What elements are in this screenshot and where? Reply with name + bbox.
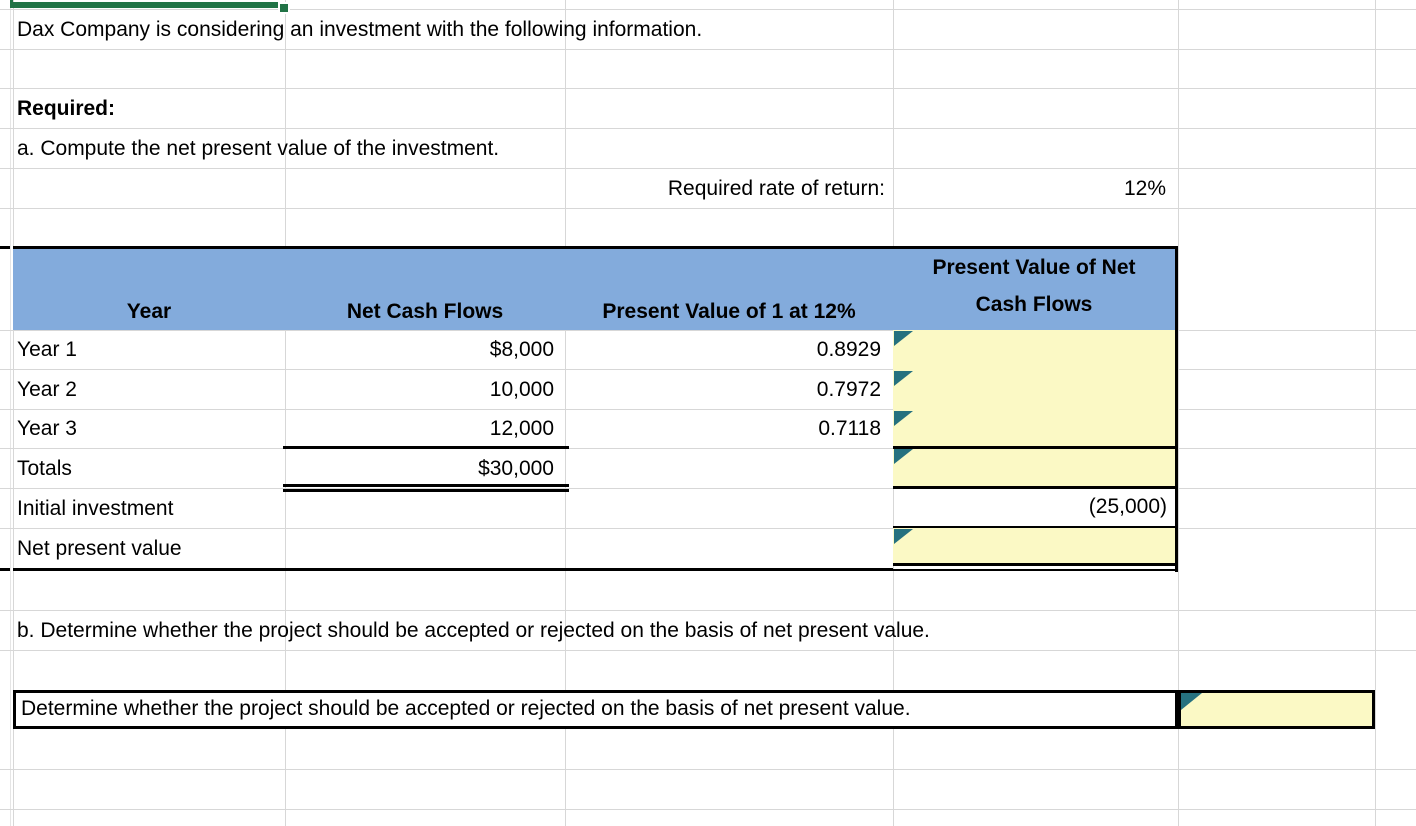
initial-investment-value: (25,000) bbox=[1088, 495, 1167, 518]
col-header-pv-of-1: Present Value of 1 at 12% bbox=[602, 300, 856, 323]
net-cash-flow-value: 12,000 bbox=[489, 417, 554, 440]
part-a-text: a. Compute the net present value of the … bbox=[17, 137, 500, 160]
gridline-v bbox=[10, 0, 11, 826]
net-cash-flow-total: $30,000 bbox=[478, 457, 554, 480]
gridline-h bbox=[0, 650, 1416, 651]
answer-prompt-text: Determine whether the project should be … bbox=[21, 697, 911, 720]
table-border-bottom-stub bbox=[0, 568, 10, 571]
npv-double-rule-2 bbox=[893, 568, 1178, 571]
gridline-h bbox=[0, 809, 1416, 810]
pv-net-cash-flows-input-total[interactable] bbox=[893, 448, 1175, 486]
row-label: Initial investment bbox=[17, 497, 174, 520]
row-label: Year 3 bbox=[17, 417, 77, 440]
gridline-h bbox=[0, 168, 1416, 169]
col-header-net-cash-flows: Net Cash Flows bbox=[346, 300, 504, 323]
table-border-bottom bbox=[13, 568, 893, 571]
gridline-h bbox=[0, 88, 1416, 89]
gridline-h bbox=[0, 9, 1416, 10]
net-cash-flow-value: 10,000 bbox=[489, 378, 554, 401]
table-border-top bbox=[13, 246, 1178, 249]
totals-double-rule-2 bbox=[283, 489, 569, 492]
col-header-pv-net-line1: Present Value of Net bbox=[932, 256, 1136, 279]
gridline-v bbox=[1375, 0, 1376, 826]
pv-factor-value: 0.8929 bbox=[816, 338, 881, 361]
selection-border bbox=[10, 0, 13, 8]
gridline-v bbox=[285, 0, 286, 826]
npv-cell-top-rule bbox=[893, 525, 1175, 528]
selection-border bbox=[10, 2, 282, 8]
gridline-h bbox=[0, 369, 1416, 370]
accept-reject-answer-input[interactable] bbox=[1178, 690, 1375, 729]
rate-of-return-value: 12% bbox=[1123, 177, 1166, 200]
gridline-h bbox=[0, 208, 1416, 209]
table-border-top-stub bbox=[0, 246, 10, 249]
totals-double-rule-1 bbox=[283, 484, 569, 487]
intro-text: Dax Company is considering an investment… bbox=[17, 18, 703, 41]
row-label: Totals bbox=[17, 457, 72, 480]
gridline-h bbox=[0, 528, 1416, 529]
col-header-year: Year bbox=[126, 300, 172, 323]
gridline-v bbox=[1178, 0, 1179, 826]
pv-factor-value: 0.7118 bbox=[818, 417, 881, 440]
selection-fill-handle[interactable] bbox=[278, 2, 290, 14]
part-b-text: b. Determine whether the project should … bbox=[17, 619, 930, 642]
rate-of-return-label: Required rate of return: bbox=[667, 177, 885, 200]
table-header-background bbox=[13, 249, 1175, 330]
net-cash-flow-value: $8,000 bbox=[489, 338, 554, 361]
gridline-h bbox=[0, 128, 1416, 129]
gridline-h bbox=[0, 409, 1416, 410]
gridline-h bbox=[0, 49, 1416, 50]
required-label: Required: bbox=[17, 97, 116, 120]
gridline-v bbox=[565, 0, 566, 826]
totals-cell-top-rule bbox=[893, 446, 1175, 449]
gridline-v bbox=[13, 0, 14, 826]
gridline-h bbox=[0, 610, 1416, 611]
row-label: Year 1 bbox=[17, 338, 77, 361]
gridline-h bbox=[0, 488, 1416, 489]
row-label: Net present value bbox=[17, 537, 182, 560]
net-present-value-input[interactable] bbox=[893, 528, 1175, 563]
answer-prompt-box: Determine whether the project should be … bbox=[13, 690, 1178, 729]
gridline-h bbox=[0, 769, 1416, 770]
subtotal-rule bbox=[283, 446, 569, 449]
pv-net-cash-flows-input-years[interactable] bbox=[893, 330, 1175, 446]
table-border-right bbox=[1175, 246, 1178, 572]
row-label: Year 2 bbox=[17, 378, 77, 401]
gridline-h bbox=[0, 330, 1416, 331]
cell-flag-icon bbox=[1181, 693, 1202, 710]
gridline-h bbox=[0, 448, 1416, 449]
pv-factor-value: 0.7972 bbox=[816, 378, 881, 401]
col-header-pv-net-line2: Cash Flows bbox=[975, 293, 1093, 316]
col-header-pv-net-cash-flows: Present Value of Net Cash Flows bbox=[893, 249, 1175, 330]
npv-double-rule-1 bbox=[893, 563, 1178, 566]
pv-total-bottom-rule bbox=[893, 486, 1175, 489]
